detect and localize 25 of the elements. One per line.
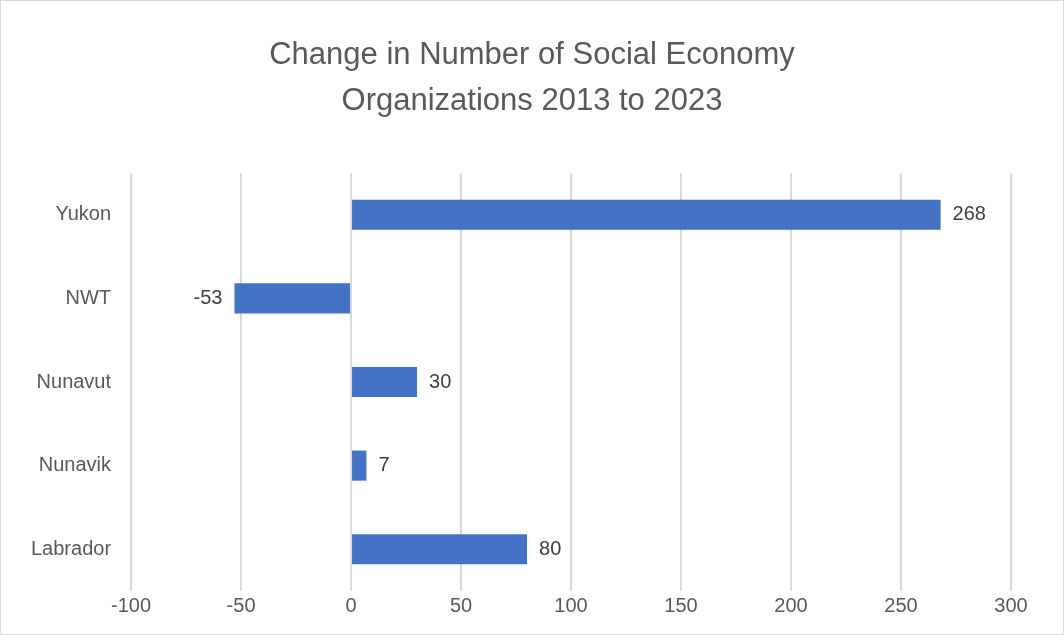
x-tick-label: 100 [554, 593, 588, 616]
data-label: -53 [193, 285, 223, 308]
x-tick-label: 150 [664, 593, 698, 616]
bar [234, 283, 351, 314]
data-label: 7 [378, 453, 390, 476]
chart-title: Change in Number of Social Economy Organizations 2013 to 2023 [268, 35, 796, 119]
bar [352, 450, 367, 481]
x-tick-label: -100 [111, 593, 152, 616]
bar [352, 534, 528, 565]
bar [352, 199, 941, 230]
y-tick-label: Nunavut [36, 369, 112, 392]
y-tick-label: Nunavik [38, 453, 113, 476]
bar [352, 366, 418, 398]
x-tick-label: 300 [994, 593, 1028, 616]
x-tick-label: 200 [774, 593, 808, 616]
data-label: 80 [539, 536, 562, 559]
data-label: 30 [429, 369, 452, 392]
data-label: 268 [952, 202, 986, 225]
y-tick-label: Yukon [55, 202, 112, 225]
y-tick-label: Labrador [31, 536, 112, 559]
x-tick-label: 50 [449, 593, 473, 616]
x-tick-label: 0 [345, 593, 357, 616]
y-tick-label: NWT [65, 285, 112, 308]
x-tick-label: -50 [226, 593, 256, 616]
x-tick-label: 250 [884, 593, 918, 616]
